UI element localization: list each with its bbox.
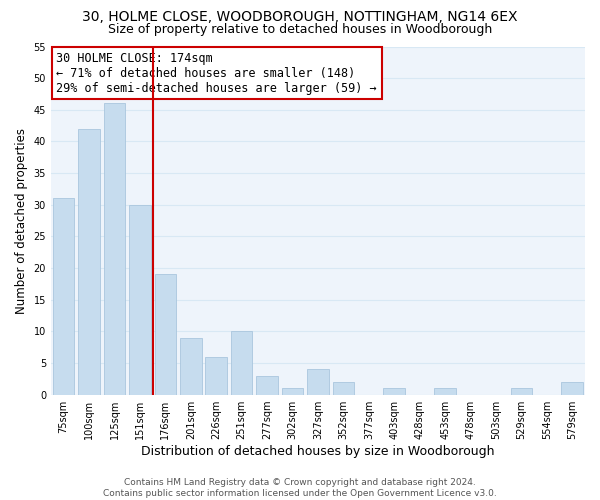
Bar xyxy=(78,129,100,394)
Text: Size of property relative to detached houses in Woodborough: Size of property relative to detached ho… xyxy=(108,22,492,36)
Bar xyxy=(53,198,74,394)
Bar xyxy=(104,104,125,395)
Text: Contains HM Land Registry data © Crown copyright and database right 2024.
Contai: Contains HM Land Registry data © Crown c… xyxy=(103,478,497,498)
Bar xyxy=(562,382,583,394)
Text: 30 HOLME CLOSE: 174sqm
← 71% of detached houses are smaller (148)
29% of semi-de: 30 HOLME CLOSE: 174sqm ← 71% of detached… xyxy=(56,52,377,94)
Y-axis label: Number of detached properties: Number of detached properties xyxy=(15,128,28,314)
Bar xyxy=(332,382,354,394)
Text: 30, HOLME CLOSE, WOODBOROUGH, NOTTINGHAM, NG14 6EX: 30, HOLME CLOSE, WOODBOROUGH, NOTTINGHAM… xyxy=(82,10,518,24)
Bar xyxy=(511,388,532,394)
Bar xyxy=(383,388,405,394)
Bar xyxy=(307,370,329,394)
Bar xyxy=(180,338,202,394)
Bar xyxy=(205,356,227,395)
Bar xyxy=(155,274,176,394)
Bar xyxy=(129,204,151,394)
Bar xyxy=(434,388,456,394)
X-axis label: Distribution of detached houses by size in Woodborough: Distribution of detached houses by size … xyxy=(141,444,495,458)
Bar xyxy=(282,388,304,394)
Bar xyxy=(231,332,253,394)
Bar xyxy=(256,376,278,394)
